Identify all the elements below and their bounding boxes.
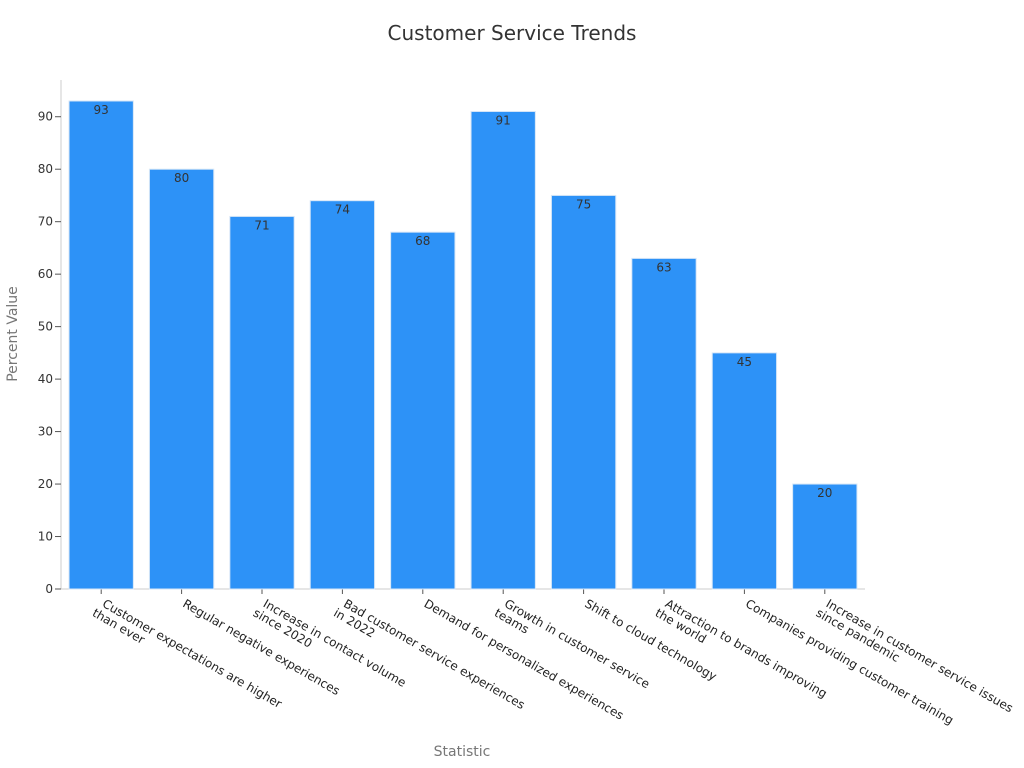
y-axis-title: Percent Value <box>5 286 21 382</box>
category-label-line: Growth in customer service <box>502 596 652 691</box>
y-tick-label: 90 <box>38 110 53 124</box>
data-label: 75 <box>576 197 591 211</box>
data-label: 71 <box>254 218 269 232</box>
data-labels-group: 93 80 71 74 68 91 75 63 45 20 <box>94 103 833 500</box>
x-axis <box>61 588 865 594</box>
y-tick-label: 60 <box>38 267 53 281</box>
y-tick-label: 80 <box>38 162 53 176</box>
y-tick-label: 10 <box>38 530 53 544</box>
bar <box>550 194 617 590</box>
bar <box>68 100 134 590</box>
bar <box>792 483 858 590</box>
bar <box>711 352 778 590</box>
data-label: 68 <box>415 234 430 248</box>
data-label: 80 <box>174 171 189 185</box>
category-label-line: Attraction to brands improving <box>663 596 830 700</box>
bar <box>148 168 215 590</box>
y-tick-label: 20 <box>38 477 53 491</box>
data-label: 63 <box>656 260 671 274</box>
bar <box>631 257 697 590</box>
bar <box>390 231 456 590</box>
y-tick-label: 50 <box>38 320 53 334</box>
bar <box>309 200 376 590</box>
x-axis-title: Statistic <box>434 744 491 760</box>
data-label: 45 <box>737 355 752 369</box>
chart-title: Customer Service Trends <box>388 21 637 45</box>
y-axis: 0 10 20 30 40 50 60 70 80 90 <box>38 80 62 596</box>
bar <box>229 215 295 590</box>
y-tick-label: 40 <box>38 372 53 386</box>
y-tick-label: 30 <box>38 425 53 439</box>
data-label: 91 <box>496 113 511 127</box>
y-tick-label: 70 <box>38 215 53 229</box>
data-label: 20 <box>817 486 832 500</box>
data-label: 93 <box>94 103 109 117</box>
data-label: 74 <box>335 203 350 217</box>
y-tick-label: 0 <box>45 582 53 596</box>
bars-group <box>68 100 858 590</box>
bar <box>470 110 536 590</box>
